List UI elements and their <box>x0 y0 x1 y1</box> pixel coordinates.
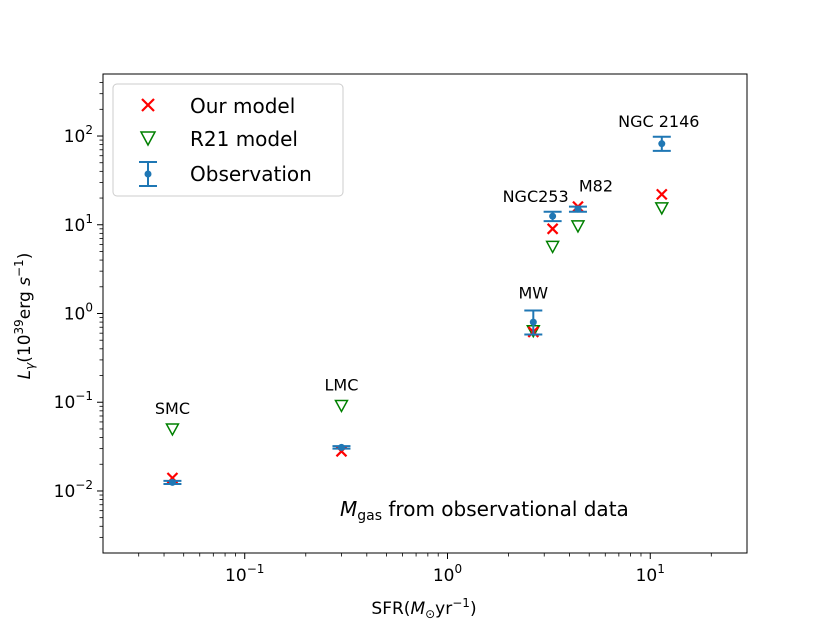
x-tick-label: 101 <box>636 562 665 586</box>
y-tick-label: 10−1 <box>54 389 93 413</box>
r21-model-marker <box>545 240 560 254</box>
annotation-mgas: Mgas from observational data <box>340 497 629 524</box>
plot-area: 10−1 100 101 10−2 10−1 100 101 102 SMC LMC MW NGC25… <box>54 73 748 586</box>
r21-model-marker <box>570 220 586 234</box>
legend-x-marker <box>141 98 155 112</box>
r21-model-marker <box>654 202 670 216</box>
observation-point <box>337 443 345 451</box>
galaxy-label: NGC 2146 <box>618 112 699 131</box>
observation-point <box>529 318 537 326</box>
legend-label-r21-model: R21 model <box>190 127 298 151</box>
r21-model-marker <box>334 399 349 414</box>
galaxy-label: M82 <box>579 177 613 196</box>
y-tick-label: 10−2 <box>54 478 93 502</box>
x-axis-label: SFR(M⊙yr−1) <box>371 596 476 621</box>
our-model-marker <box>656 188 668 201</box>
galaxy-label: LMC <box>325 375 359 394</box>
y-tick-label: 100 <box>64 301 93 325</box>
legend-label-observation: Observation <box>190 162 312 186</box>
r21-model-marker <box>165 423 180 437</box>
observation-point <box>168 478 176 486</box>
y-tick-label: 102 <box>64 123 93 147</box>
our-model-marker <box>546 223 559 235</box>
galaxy-label: NGC253 <box>503 187 569 206</box>
legend-box <box>112 83 344 197</box>
observation-point <box>658 140 666 148</box>
galaxy-label: SMC <box>155 399 190 418</box>
observation-point <box>574 205 582 213</box>
legend-triangle-marker <box>139 131 157 147</box>
y-tick-label: 101 <box>64 212 93 236</box>
x-tick-label: 100 <box>433 562 462 586</box>
legend-label-our-model: Our model <box>190 94 295 118</box>
observation-point <box>549 212 557 220</box>
x-tick-label: 10−1 <box>225 562 264 586</box>
legend: Our model R21 model Observation <box>112 83 344 197</box>
legend-errorbar-marker <box>139 161 157 187</box>
y-axis-label: Lγ(1039erg s−1) <box>12 253 37 380</box>
galaxy-label: MW <box>518 284 548 303</box>
